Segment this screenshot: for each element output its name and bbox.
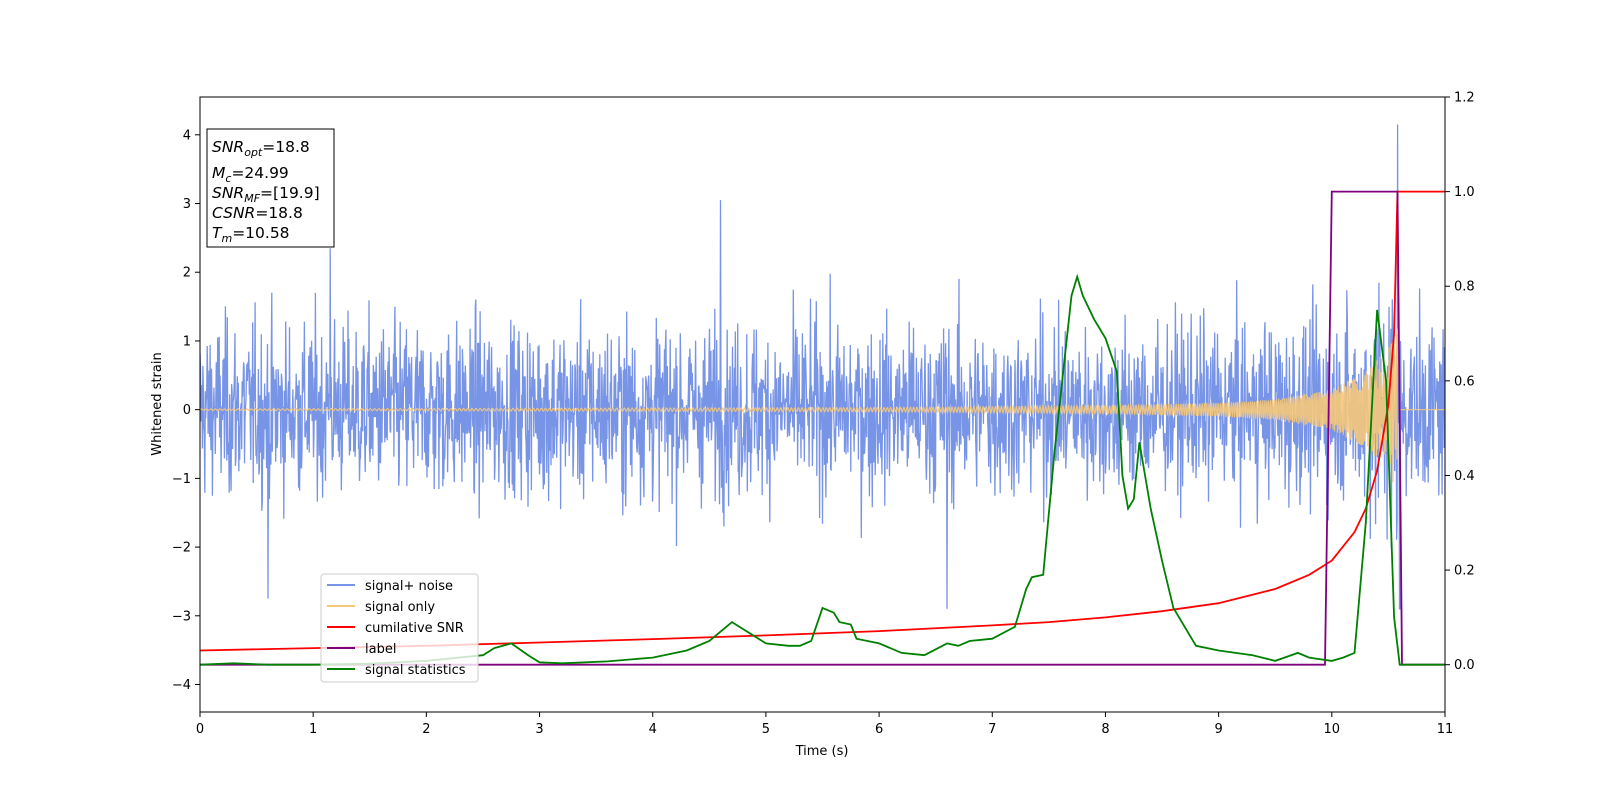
x-tick-label: 1 [309, 722, 317, 737]
legend-label-signal-only: signal only [365, 600, 435, 615]
info-snr-opt: SNRopt=18.8 [212, 138, 310, 159]
y2-tick-label: 0.0 [1454, 658, 1475, 673]
series-signal-noise-line [200, 124, 1445, 610]
y2-tick-label: 0.4 [1454, 469, 1475, 484]
y-tick-label: 4 [183, 128, 191, 143]
y-tick-label: 2 [183, 266, 191, 281]
x-tick-label: 8 [1101, 722, 1109, 737]
legend-label-statistics: signal statistics [365, 663, 466, 678]
x-tick-label: 2 [422, 722, 430, 737]
y2-tick-label: 0.6 [1454, 374, 1475, 389]
x-tick-label: 11 [1437, 722, 1454, 737]
x-tick-label: 9 [1214, 722, 1222, 737]
y-tick-label: −2 [172, 541, 191, 556]
legend-label-signal-noise: signal+ noise [365, 579, 453, 594]
y2-tick-label: 0.8 [1454, 280, 1475, 295]
y-tick-label: 1 [183, 334, 191, 349]
legend-label-cumulative-snr: cumilative SNR [365, 621, 464, 636]
legend-label-label: label [365, 642, 396, 657]
series-signal-statistics-line [200, 273, 1445, 666]
legend: signal+ noise signal only cumilative SNR… [320, 573, 479, 683]
plot-frame [199, 96, 1446, 713]
legend-frame [320, 573, 479, 683]
x-tick-label: 10 [1324, 722, 1341, 737]
y2-tick-label: 1.2 [1454, 91, 1475, 106]
info-snr-mf: SNRMF=[19.9] [212, 184, 320, 205]
y2-tick-label: 1.0 [1454, 185, 1475, 200]
y-tick-label: −3 [172, 609, 191, 624]
x-tick-label: 6 [875, 722, 883, 737]
info-csnr: CSNR=18.8 [212, 204, 303, 222]
y-axis-title: Whitened strain [150, 352, 165, 455]
y-tick-label: 0 [183, 403, 191, 418]
x-tick-label: 0 [196, 722, 204, 737]
x-tick-label: 7 [988, 722, 996, 737]
x-tick-label: 5 [762, 722, 770, 737]
info-box-frame [206, 128, 335, 248]
info-box: SNRopt=18.8 Mc=24.99 SNRMF=[19.9] CSNR=1… [206, 128, 335, 248]
y-tick-label: −1 [172, 472, 191, 487]
y2-tick-label: 0.2 [1454, 564, 1475, 579]
x-axis-title: Time (s) [795, 744, 849, 759]
x-tick-label: 3 [535, 722, 543, 737]
y-tick-label: 3 [183, 197, 191, 212]
plot-area [200, 124, 1445, 666]
x-tick-label: 4 [649, 722, 657, 737]
series-cumulative-snr-line [200, 190, 1445, 652]
info-tm: Tm=10.58 [212, 224, 290, 245]
info-mc: Mc=24.99 [212, 164, 289, 185]
series-signal-only-line [200, 328, 1445, 483]
y-tick-label: −4 [172, 678, 191, 693]
